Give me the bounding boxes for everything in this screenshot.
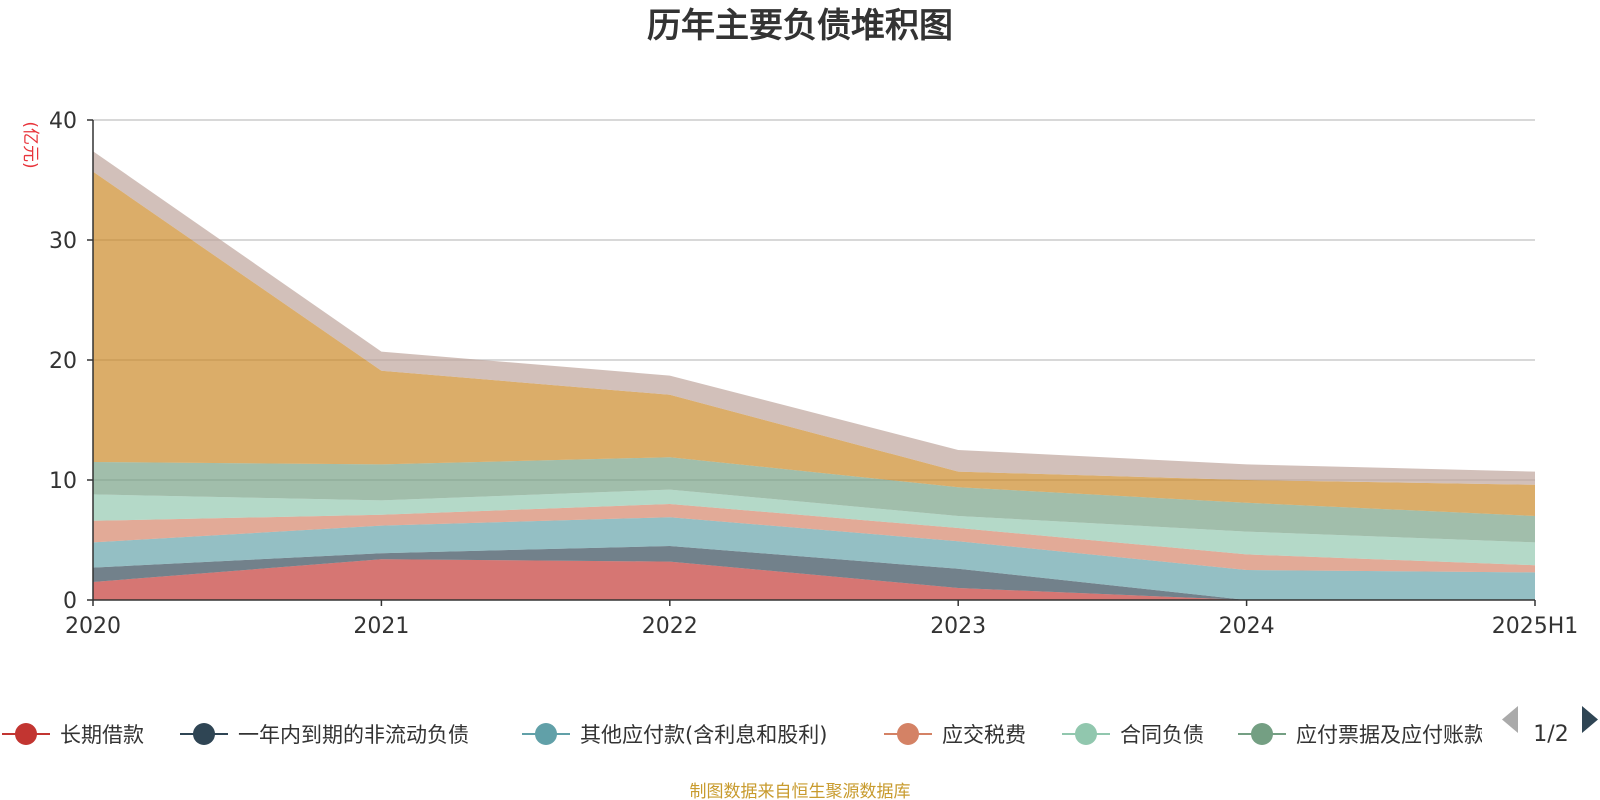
axes (87, 119, 1536, 606)
x-tick-label: 2023 (930, 614, 986, 639)
area-长期借款[interactable] (93, 559, 1535, 600)
area-其他应付款(含利息和股利)[interactable] (93, 517, 1535, 600)
legend-label: 应付票据及应付账款 (1296, 723, 1485, 747)
y-tick-label: 10 (49, 469, 77, 494)
y-tick-label: 30 (49, 229, 77, 254)
y-axis-unit-label: (亿元) (20, 121, 40, 168)
x-tick-label: 2020 (65, 614, 121, 639)
legend-item[interactable]: 合同负债 (1062, 723, 1204, 747)
area-应交税费[interactable] (93, 504, 1535, 573)
legend-marker-icon (897, 723, 919, 745)
legend-item[interactable]: 应交税费 (884, 723, 1026, 747)
legend-marker-icon (193, 723, 215, 745)
y-tick-label: 40 (49, 109, 77, 134)
area-一年内到期的非流动负债[interactable] (93, 546, 1535, 600)
legend-marker-icon (535, 723, 557, 745)
x-tick-label: 2025H1 (1492, 614, 1579, 639)
y-tick-label: 20 (49, 349, 77, 374)
legend-label: 应交税费 (942, 723, 1026, 747)
legend-item[interactable]: 一年内到期的非流动负债 (180, 723, 469, 747)
area-应付票据及应付账款[interactable] (93, 457, 1535, 543)
legend-marker-icon (1075, 723, 1097, 745)
legend-page-indicator: 1/2 (1533, 722, 1568, 747)
legend-label: 合同负债 (1120, 723, 1204, 747)
area-series[interactable] (93, 151, 1535, 485)
area-合同负债[interactable] (93, 489, 1535, 566)
legend-label: 其他应付款(含利息和股利) (580, 723, 827, 747)
tick-labels: 0 10 20 30 40 2020 2021 2022 2023 2024 2025H1 (49, 109, 1578, 639)
legend-prev-page-icon[interactable] (1502, 706, 1518, 733)
legend-item[interactable]: 其他应付款(含利息和股利) (522, 723, 827, 747)
legend-label: 长期借款 (60, 723, 144, 747)
legend-item[interactable]: 应付票据及应付账款 (1238, 723, 1485, 747)
legend-marker-icon (1251, 723, 1273, 745)
area-series[interactable] (93, 171, 1535, 516)
legend-next-page-icon[interactable] (1582, 706, 1598, 733)
legend-item[interactable]: 长期借款 (2, 723, 144, 747)
legend-label: 一年内到期的非流动负债 (238, 723, 469, 747)
legend-marker-icon (15, 723, 37, 745)
y-tick-label: 0 (63, 589, 77, 614)
chart-title: 历年主要负债堆积图 (647, 6, 953, 46)
legend: 长期借款 一年内到期的非流动负债 其他应付款(含利息和股利) 应交税费 合同负债 应付票据… (2, 723, 1485, 747)
legend-pager: 1/2 (1502, 706, 1598, 747)
x-tick-label: 2021 (353, 614, 409, 639)
area-series (93, 151, 1535, 600)
x-tick-label: 2022 (642, 614, 698, 639)
data-source-note: 制图数据来自恒生聚源数据库 (690, 782, 911, 800)
x-tick-label: 2024 (1219, 614, 1275, 639)
